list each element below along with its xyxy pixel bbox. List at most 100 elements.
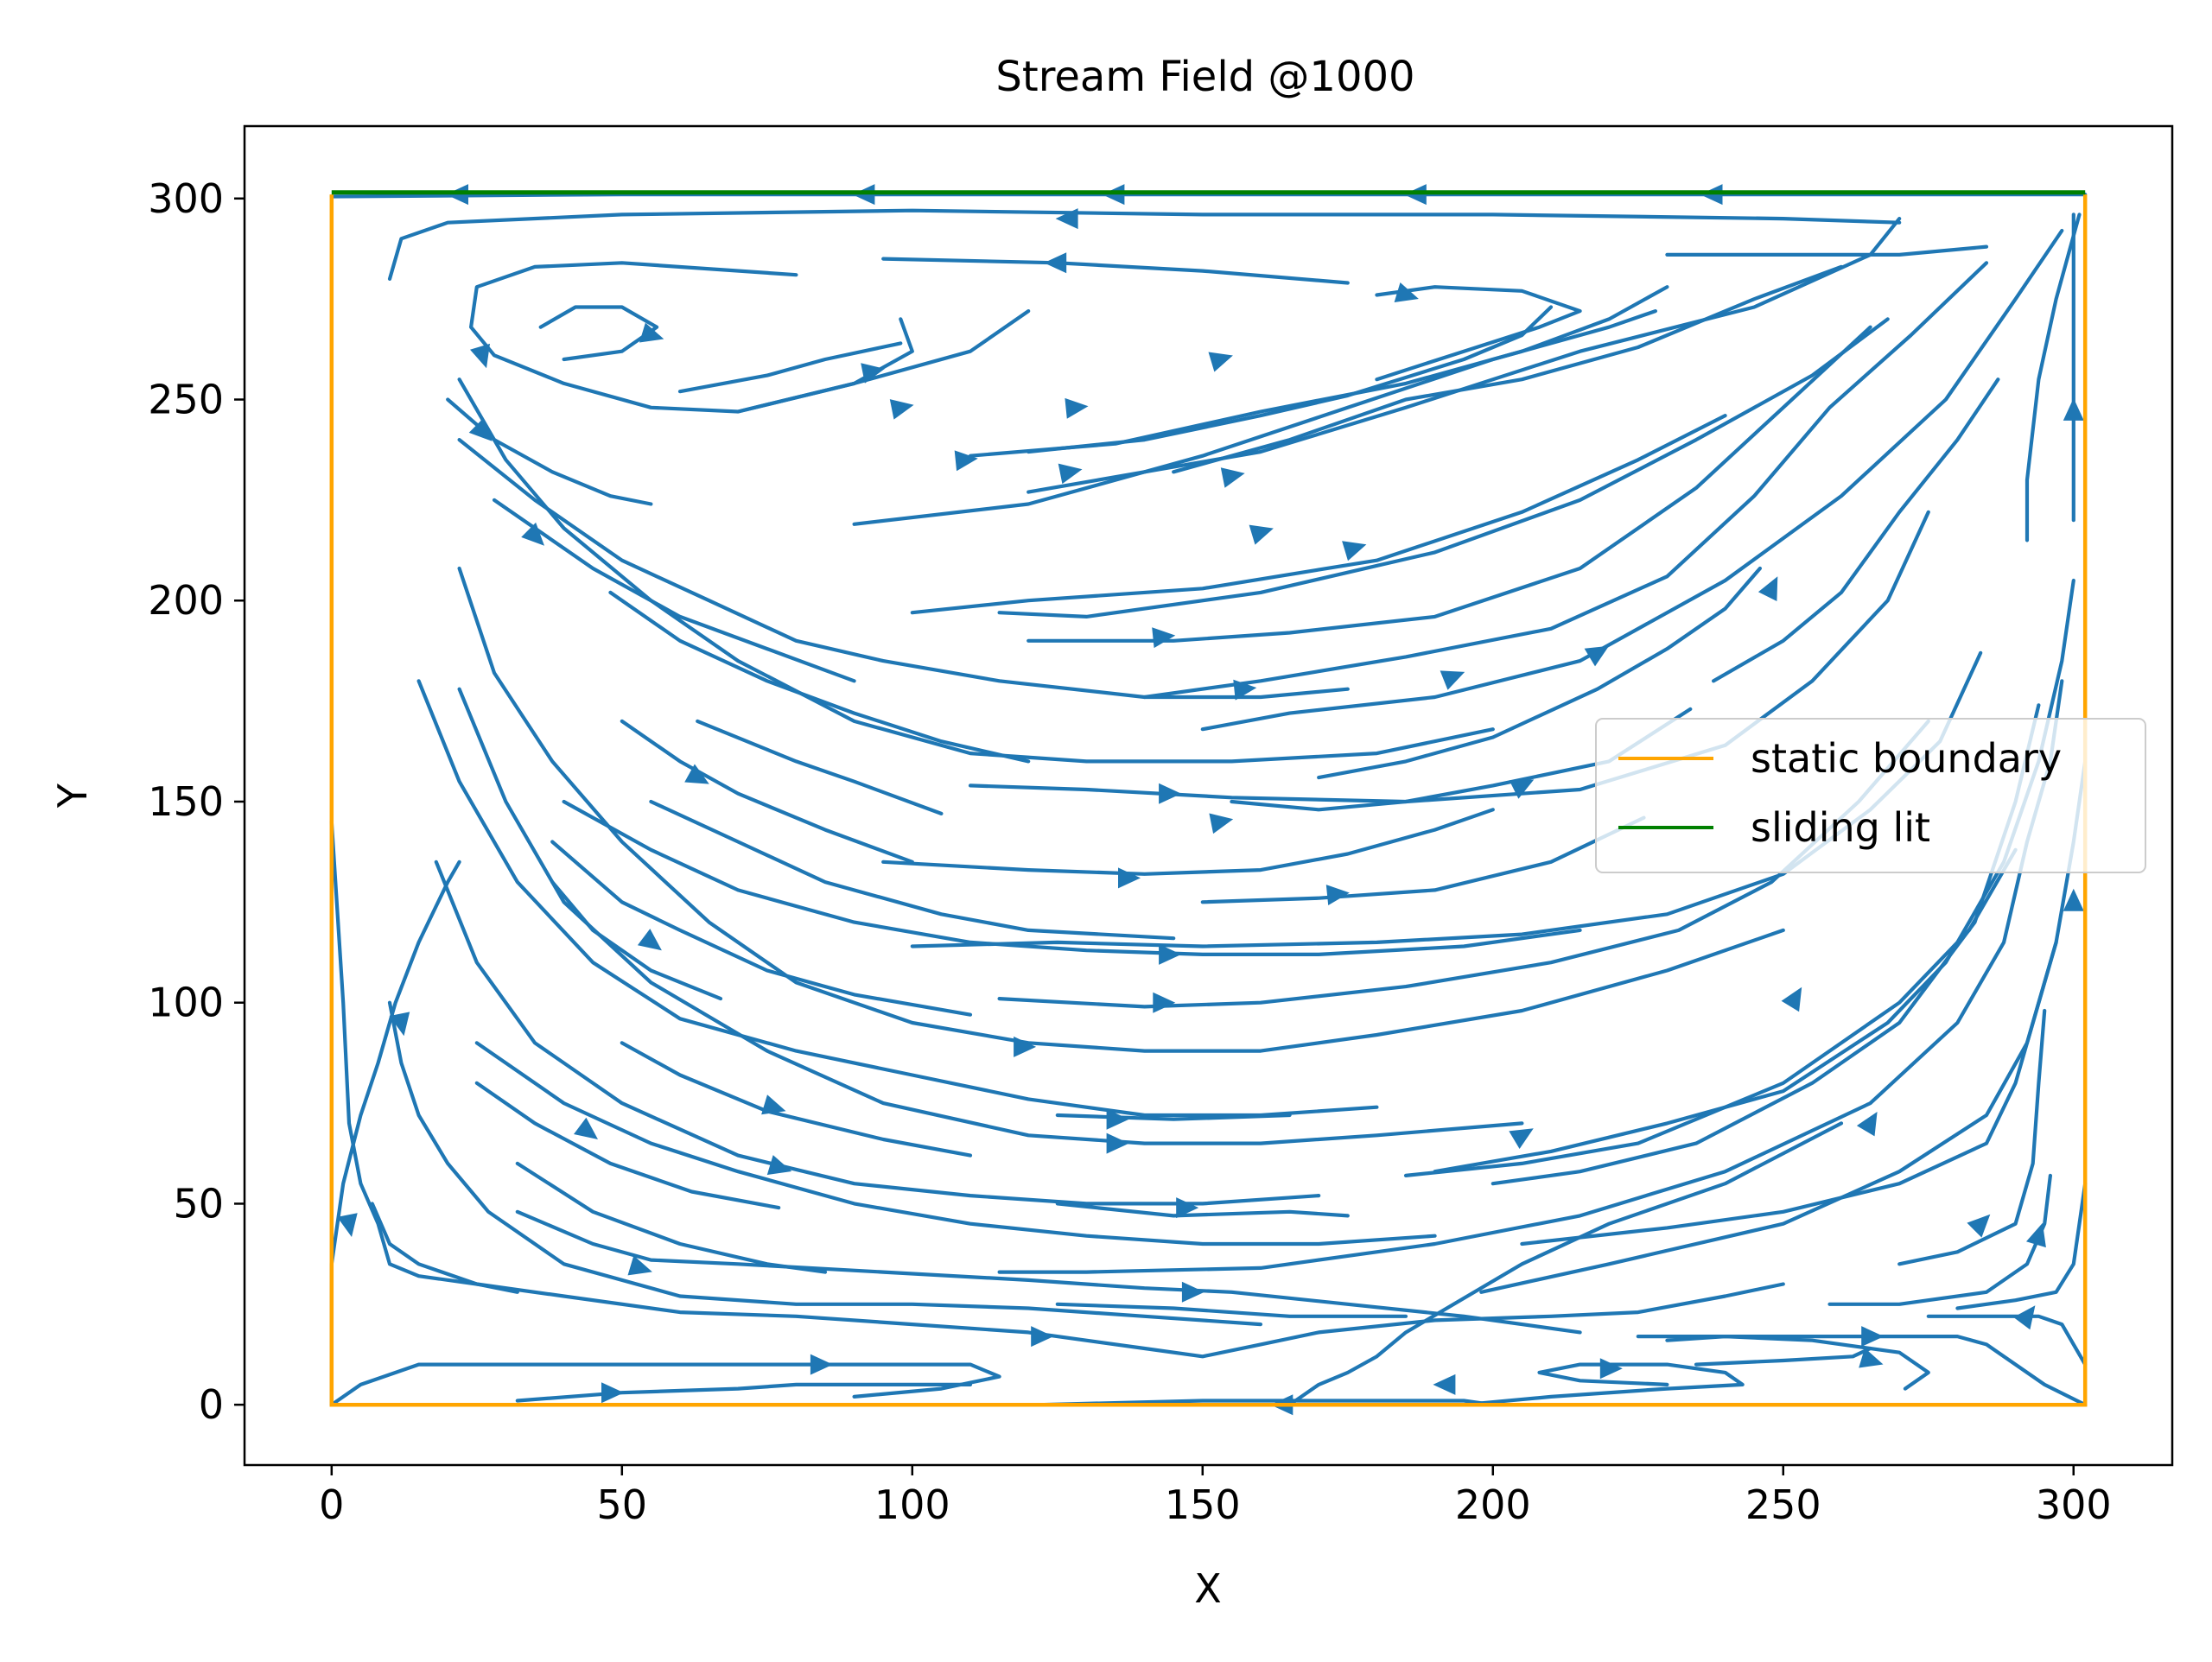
stream-arrow — [468, 417, 493, 441]
x-axis-label: X — [1194, 1565, 1222, 1612]
streamline — [1055, 1302, 1408, 1318]
stream-arrow — [389, 1012, 410, 1037]
streamline — [1897, 1008, 2047, 1266]
stream-arrow — [521, 522, 544, 546]
axes-frame — [243, 124, 2174, 1467]
streamline — [457, 566, 1785, 1053]
stream-arrow — [1106, 1108, 1129, 1130]
stream-arrow — [1058, 463, 1083, 485]
x-tick-label: 250 — [1745, 1481, 1821, 1528]
y-tick-label: 300 — [148, 175, 224, 222]
stream-arrow — [2026, 1222, 2046, 1248]
streamline — [550, 840, 973, 1017]
y-tick-label: 150 — [148, 778, 224, 825]
streamline — [1055, 1113, 1292, 1121]
stream-arrow — [1781, 986, 1802, 1012]
streamline — [492, 498, 856, 683]
streamline — [1375, 285, 1582, 382]
streamline — [550, 880, 723, 1001]
streamline — [538, 305, 659, 362]
stream-arrow — [637, 929, 662, 951]
stream-arrow — [1967, 1214, 1991, 1238]
streamline — [696, 719, 944, 815]
x-tick-label: 300 — [2036, 1481, 2112, 1528]
streamline — [910, 414, 1727, 615]
stream-arrow — [1118, 867, 1141, 889]
streamline — [434, 860, 1321, 1206]
legend-box — [1595, 718, 2146, 873]
stream-arrow — [684, 764, 709, 784]
streamline — [881, 257, 1350, 285]
x-axis-ticks: 0 50 100 150 200 250 300 — [319, 1465, 2112, 1528]
y-axis-ticks: 0 50 100 150 200 250 300 — [148, 175, 245, 1428]
stream-arrow — [1861, 1326, 1885, 1348]
stream-arrow — [2063, 397, 2084, 421]
streamline — [997, 317, 1890, 618]
streamline — [329, 820, 519, 1294]
streamline — [474, 1081, 781, 1210]
streamline — [1665, 244, 1989, 257]
streamline — [329, 860, 461, 1407]
streamline — [852, 309, 1657, 526]
stream-arrow — [1031, 1326, 1054, 1348]
stream-arrow — [1176, 1197, 1199, 1219]
stream-arrow — [337, 1213, 358, 1237]
x-tick-label: 100 — [874, 1481, 950, 1528]
stream-arrow — [1152, 627, 1176, 649]
stream-arrow — [889, 399, 914, 420]
streamline — [1055, 1202, 1350, 1218]
stream-arrow — [954, 450, 978, 472]
streamline — [649, 799, 1176, 941]
stream-arrow — [1584, 645, 1610, 667]
streamline — [736, 309, 1031, 414]
streamline — [1403, 847, 2018, 1177]
streamline — [620, 719, 914, 864]
streamline — [2024, 213, 2082, 542]
streamline — [416, 679, 1379, 1118]
streamline — [474, 1041, 1437, 1246]
streamline — [608, 590, 1031, 764]
x-tick-label: 50 — [597, 1481, 648, 1528]
stream-arrow — [627, 1255, 652, 1276]
stream-arrow — [1181, 1281, 1205, 1303]
chart-title: Stream Field @1000 — [995, 53, 1414, 101]
streamline — [562, 799, 1582, 956]
stream-arrow — [1325, 885, 1350, 905]
stream-arrow — [1233, 679, 1257, 701]
stream-arrow — [1509, 1128, 1534, 1149]
streamline — [677, 341, 903, 394]
stream-arrow — [470, 343, 490, 369]
streamline — [457, 687, 1524, 1145]
streamline — [1200, 228, 2064, 732]
legend-label-static-boundary: static boundary — [1751, 735, 2062, 782]
stream-arrow — [1159, 943, 1182, 965]
streamline — [1712, 377, 2000, 683]
y-tick-label: 50 — [173, 1180, 224, 1227]
x-tick-label: 150 — [1165, 1481, 1241, 1528]
stream-arrow — [2013, 1305, 2036, 1330]
streamline — [1317, 566, 1762, 780]
streamline — [1172, 264, 1844, 474]
stream-arrow — [1159, 783, 1182, 804]
stream-arrow — [574, 1117, 598, 1139]
streamline — [515, 1209, 1582, 1335]
streamline — [1955, 1182, 2088, 1310]
y-tick-label: 200 — [148, 577, 224, 624]
y-tick-label: 250 — [148, 377, 224, 423]
stream-arrow — [639, 322, 664, 343]
streamline — [1694, 1346, 1872, 1367]
streamline — [1520, 940, 2058, 1246]
stream-arrow — [1106, 1132, 1129, 1154]
stream-arrow — [1342, 541, 1367, 561]
stream-arrow — [2063, 888, 2084, 911]
stream-arrow — [1044, 252, 1067, 274]
streamline — [457, 438, 1350, 700]
streamline — [329, 193, 2088, 199]
stream-arrow — [1065, 397, 1089, 419]
streamline — [1200, 815, 1646, 904]
stream-arrow — [1220, 467, 1245, 488]
streamline — [370, 1202, 1785, 1359]
streamline — [1827, 1173, 2052, 1306]
streamline — [387, 208, 1902, 281]
